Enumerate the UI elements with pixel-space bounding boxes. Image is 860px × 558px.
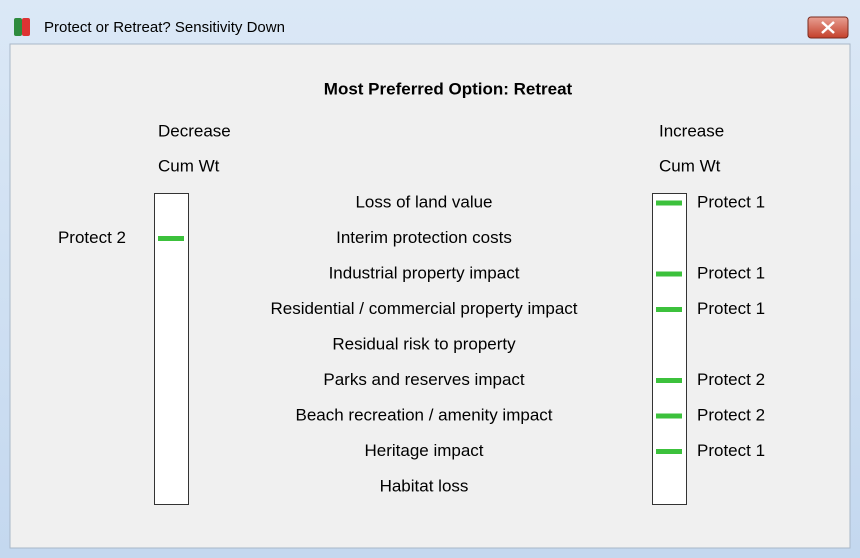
left-header: Decrease (158, 121, 231, 140)
increase-option: Protect 2 (697, 370, 765, 389)
increase-option: Protect 1 (697, 441, 765, 460)
increase-bar (652, 193, 687, 505)
increase-marker (656, 200, 682, 206)
decrease-marker (158, 236, 184, 241)
increase-option: Protect 1 (697, 263, 765, 282)
close-button[interactable] (807, 16, 849, 39)
left-header: Cum Wt (158, 156, 220, 175)
right-header: Increase (659, 121, 724, 140)
increase-option: Protect 1 (697, 192, 765, 211)
increase-marker (656, 449, 682, 454)
criterion: Beach recreation / amenity impact (295, 405, 552, 424)
criterion: Residual risk to property (332, 334, 516, 353)
criterion: Loss of land value (355, 192, 492, 211)
criterion: Heritage impact (364, 441, 483, 460)
increase-option: Protect 2 (697, 405, 765, 424)
increase-marker (656, 307, 682, 312)
increase-marker (656, 271, 682, 277)
criterion: Habitat loss (380, 476, 469, 495)
decrease-bar (154, 193, 189, 505)
criterion: Interim protection costs (336, 228, 512, 247)
increase-option: Protect 1 (697, 299, 765, 318)
window-title: Protect or Retreat? Sensitivity Down (44, 19, 285, 36)
app-icon (14, 18, 30, 36)
increase-marker (656, 378, 682, 383)
decrease-option: Protect 2 (58, 228, 126, 247)
criterion: Parks and reserves impact (323, 370, 525, 389)
client-area (9, 43, 851, 549)
heading: Most Preferred Option: Retreat (324, 79, 573, 98)
increase-marker (656, 413, 682, 419)
criterion: Residential / commercial property impact (270, 299, 577, 318)
right-header: Cum Wt (659, 156, 721, 175)
criterion: Industrial property impact (329, 263, 520, 282)
